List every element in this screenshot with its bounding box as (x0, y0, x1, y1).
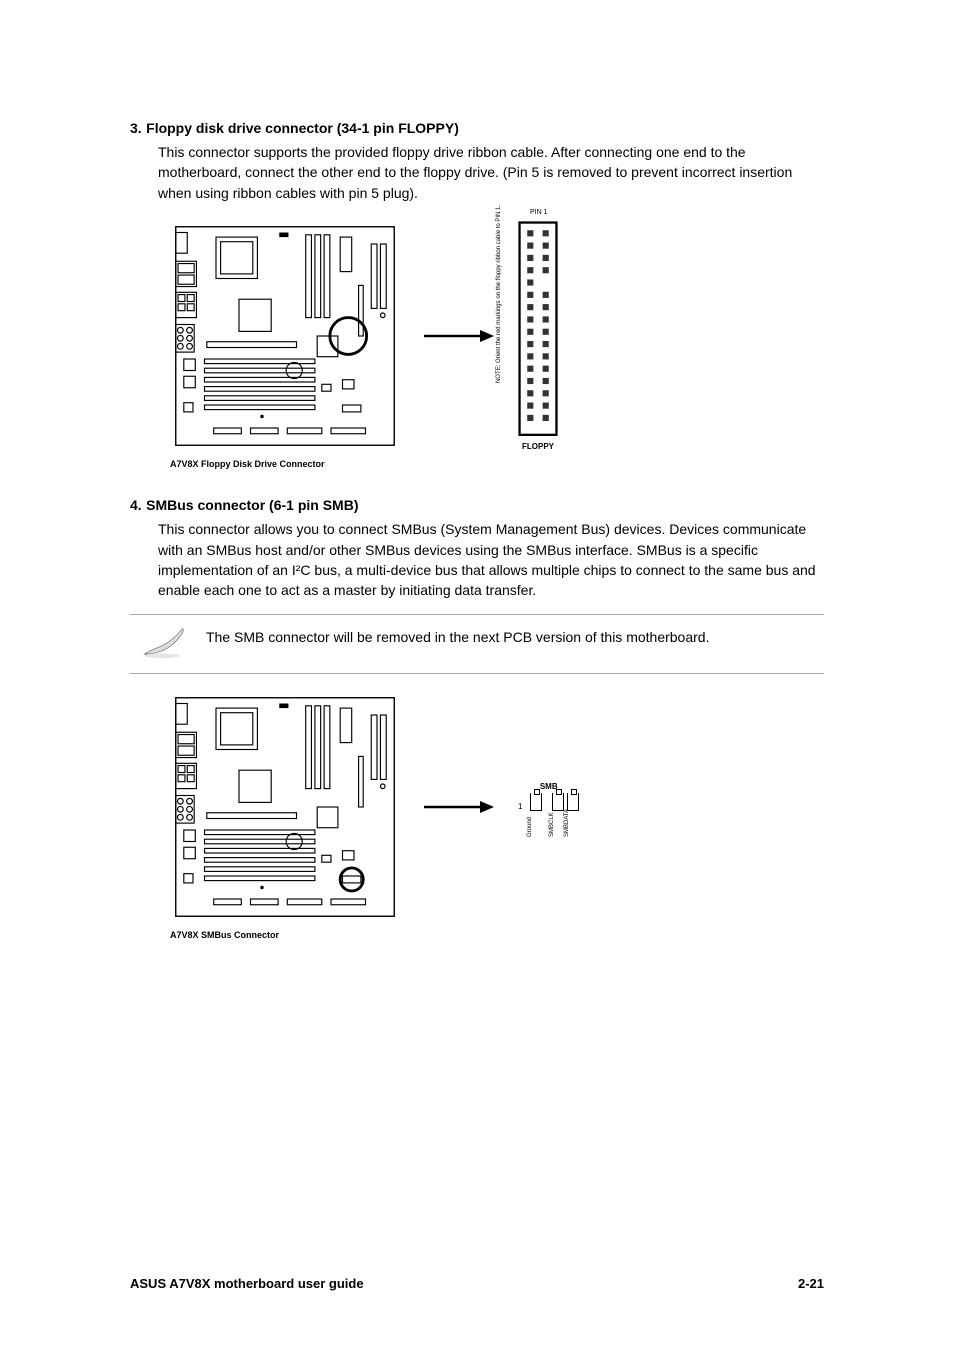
orient-note: NOTE: Orient the red markings on the flo… (496, 205, 502, 383)
connector-entry-floppy: 3. Floppy disk drive connector (34-1 pin… (130, 120, 824, 469)
figure-caption-floppy: A7V8X Floppy Disk Drive Connector (170, 459, 824, 469)
page-number: 2-21 (798, 1276, 824, 1291)
pin1-label: PIN 1 (530, 209, 548, 216)
figure-floppy: PIN 1 (170, 221, 824, 451)
smbus-pin-labels: Ground SMBCLK SMBDATA (523, 815, 574, 833)
entry-title: SMBus connector (6-1 pin SMB) (146, 497, 358, 513)
figure-caption-smbus: A7V8X SMBus Connector (170, 930, 824, 940)
figure-smbus: SMB 1 Ground SMBCLK SMBDATA (170, 692, 824, 922)
connector-label: SMB (540, 782, 558, 791)
pen-note-icon (138, 627, 186, 659)
manual-page: 3. Floppy disk drive connector (34-1 pin… (0, 0, 954, 1351)
entry-heading: 3. Floppy disk drive connector (34-1 pin… (130, 120, 824, 138)
arrow-icon (424, 799, 494, 815)
entry-number: 4. (130, 497, 142, 513)
entry-heading: 4. SMBus connector (6-1 pin SMB) (130, 497, 824, 515)
floppy-connector-icon (518, 221, 558, 436)
footer-title: ASUS A7V8X motherboard user guide (130, 1276, 364, 1291)
pin1-label: 1 (518, 802, 522, 811)
entry-title: Floppy disk drive connector (34-1 pin FL… (146, 120, 459, 136)
motherboard-diagram (170, 692, 400, 922)
note-text: The SMB connector will be removed in the… (206, 627, 824, 647)
floppy-connector-detail: PIN 1 (518, 221, 558, 451)
smbus-pins-icon (530, 793, 579, 811)
motherboard-diagram (170, 221, 400, 451)
arrow-icon (424, 328, 494, 344)
connector-label: FLOPPY (522, 442, 554, 451)
entry-number: 3. (130, 120, 142, 136)
page-footer: ASUS A7V8X motherboard user guide 2-21 (130, 1266, 824, 1291)
note-block: The SMB connector will be removed in the… (130, 614, 824, 674)
connector-entry-smbus: 4. SMBus connector (6-1 pin SMB) This co… (130, 497, 824, 940)
entry-body: This connector allows you to connect SMB… (158, 519, 824, 600)
entry-body: This connector supports the provided flo… (158, 142, 824, 203)
smbus-connector-detail: SMB 1 Ground SMBCLK SMBDATA (518, 782, 579, 833)
